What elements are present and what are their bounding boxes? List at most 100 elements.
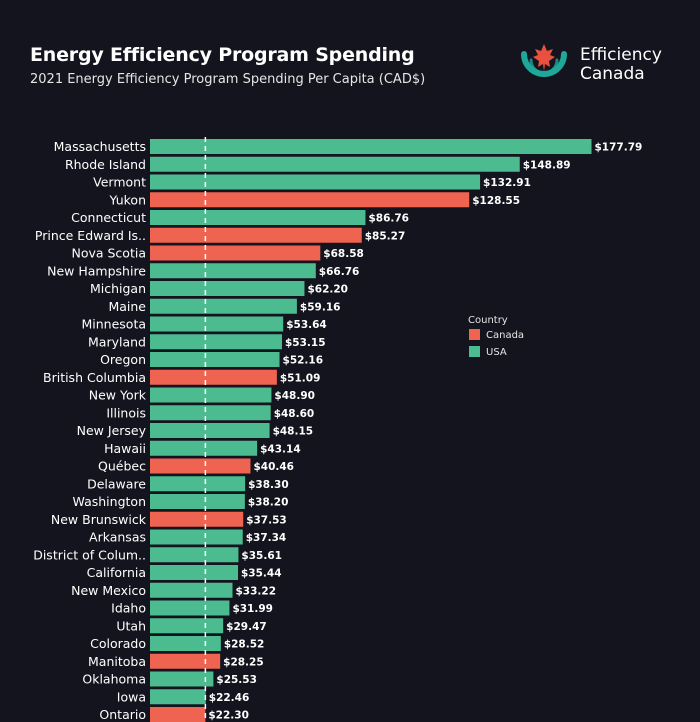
bar-oklahoma [150, 671, 214, 687]
bar-new-brunswick [150, 511, 244, 527]
value-label: $48.90 [274, 390, 315, 402]
legend-label-canada: Canada [486, 330, 524, 341]
category-label: Vermont [93, 175, 146, 190]
bar-row-massachusetts: Massachusetts $177.79 [54, 139, 643, 154]
value-label: $31.99 [232, 603, 273, 615]
value-label: $28.25 [223, 656, 264, 668]
category-label: New York [89, 388, 147, 403]
bar-row-arkansas: Arkansas $37.34 [89, 529, 286, 545]
category-label: British Columbia [43, 370, 146, 385]
bar-row-minnesota: Minnesota $53.64 [81, 316, 327, 332]
bar-row-oklahoma: Oklahoma $25.53 [82, 671, 257, 687]
value-label: $33.22 [235, 585, 276, 597]
bar-manitoba [150, 653, 221, 669]
bar-row-new-jersey: New Jersey $48.15 [77, 423, 313, 438]
value-label: $62.20 [307, 284, 348, 296]
category-label: Washington [73, 494, 146, 509]
value-label: $22.30 [208, 710, 249, 722]
category-label: Illinois [106, 405, 146, 420]
logo-mark-icon [521, 44, 567, 77]
value-label: $25.53 [216, 674, 257, 686]
bar-row-ontario: Ontario $22.30 [99, 707, 249, 722]
efficiency-canada-logo: Efficiency Canada [514, 40, 684, 94]
bar-district-of-colum [150, 547, 239, 563]
category-label: California [87, 565, 146, 580]
bar-vermont [150, 174, 481, 190]
category-label: Iowa [117, 689, 146, 704]
bar-row-connecticut: Connecticut $86.76 [71, 210, 409, 225]
bar-row-new-york: New York $48.90 [89, 387, 315, 403]
chart-title: Energy Efficiency Program Spending [30, 44, 415, 66]
bar-nova-scotia [150, 245, 321, 261]
bar-row-rhode-island: Rhode Island $148.89 [65, 156, 571, 172]
category-label: Yukon [109, 192, 147, 207]
bar-row-new-mexico: New Mexico $33.22 [71, 582, 276, 598]
bar-michigan [150, 281, 305, 296]
value-label: $38.20 [248, 497, 289, 509]
category-label: Maryland [88, 334, 146, 349]
category-label: Hawaii [104, 441, 146, 456]
bar-prince-edward-is [150, 227, 362, 243]
category-label: Arkansas [89, 530, 146, 545]
bar-row-iowa: Iowa $22.46 [117, 689, 249, 705]
category-label: New Mexico [71, 583, 146, 598]
bar-row-prince-edward-is: Prince Edward Is.. $85.27 [35, 227, 406, 243]
value-label: $52.16 [283, 355, 324, 367]
bar-utah [150, 618, 224, 634]
bar-row-yukon: Yukon $128.55 [109, 192, 520, 208]
bar-row-nova-scotia: Nova Scotia $68.58 [71, 245, 364, 261]
bar-yukon [150, 192, 470, 208]
category-label: Michigan [90, 281, 146, 296]
category-label: Ontario [99, 707, 146, 722]
value-label: $38.30 [248, 479, 289, 491]
logo-text: Efficiency Canada [580, 46, 662, 84]
bar-oregon [150, 352, 280, 367]
category-label: Rhode Island [65, 157, 146, 172]
bar-row-colorado: Colorado $28.52 [90, 636, 264, 651]
logo-line-1: Efficiency [580, 45, 662, 65]
bar-connecticut [150, 210, 366, 225]
value-label: $177.79 [595, 142, 643, 154]
value-label: $40.46 [253, 461, 294, 473]
bar-minnesota [150, 316, 284, 332]
bar-massachusetts [150, 139, 592, 154]
value-label: $85.27 [365, 230, 406, 242]
logo-line-2: Canada [580, 64, 645, 84]
category-label: District of Colum.. [33, 547, 146, 562]
bar-iowa [150, 689, 206, 705]
value-label: $43.14 [260, 443, 301, 455]
bar-row-maryland: Maryland $53.15 [88, 334, 326, 350]
value-label: $53.64 [286, 319, 327, 331]
value-label: $35.61 [241, 550, 282, 562]
category-label: Oklahoma [82, 672, 146, 687]
bar-new-york [150, 387, 272, 403]
bar-row-oregon: Oregon $52.16 [100, 352, 323, 367]
bar-row-maine: Maine $59.16 [108, 298, 340, 314]
bar-colorado [150, 636, 221, 651]
bar-new-hampshire [150, 263, 316, 279]
value-label: $48.15 [273, 426, 314, 438]
category-label: New Hampshire [47, 263, 146, 278]
legend-title: Country [468, 315, 508, 326]
category-label: Connecticut [71, 210, 146, 225]
category-label: Manitoba [88, 654, 146, 669]
bar-delaware [150, 476, 246, 492]
bar-row-manitoba: Manitoba $28.25 [88, 653, 264, 669]
value-label: $66.76 [319, 266, 360, 278]
category-label: Massachusetts [54, 139, 146, 154]
category-label: Minnesota [81, 317, 146, 332]
category-label: Oregon [100, 352, 146, 367]
legend: Country Canada USA [468, 315, 524, 358]
value-label: $37.53 [246, 514, 287, 526]
bar-maine [150, 298, 297, 314]
bar-row-illinois: Illinois $48.60 [106, 405, 314, 421]
bar-row-new-brunswick: New Brunswick $37.53 [51, 511, 287, 527]
value-label: $28.52 [224, 639, 265, 651]
value-label: $86.76 [368, 213, 409, 225]
bar-illinois [150, 405, 271, 421]
bar-new-jersey [150, 423, 270, 438]
legend-label-usa: USA [486, 347, 507, 358]
bar-row-vermont: Vermont $132.91 [93, 174, 531, 190]
bar-row-washington: Washington $38.20 [73, 494, 289, 509]
